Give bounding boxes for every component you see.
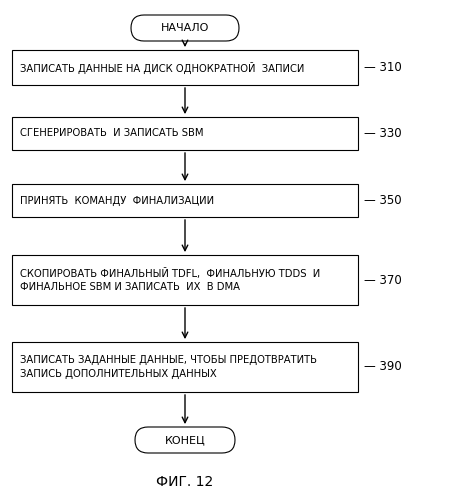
Text: — 310: — 310 [364, 61, 402, 74]
Text: — 390: — 390 [364, 360, 402, 374]
Text: ФИГ. 12: ФИГ. 12 [157, 475, 214, 489]
Bar [12, 50, 358, 85]
Bar [12, 117, 358, 150]
Text: КОНЕЦ: КОНЕЦ [165, 435, 205, 445]
FancyBboxPatch shape [135, 427, 235, 453]
Text: СКОПИРОВАТЬ ФИНАЛЬНЫЙ TDFL,  ФИНАЛЬНУЮ TDDS  И
ФИНАЛЬНОЕ SBM И ЗАПИСАТЬ  ИХ  В D: СКОПИРОВАТЬ ФИНАЛЬНЫЙ TDFL, ФИНАЛЬНУЮ TD… [20, 268, 320, 292]
Text: ЗАПИСАТЬ ЗАДАННЫЕ ДАННЫЕ, ЧТОБЫ ПРЕДОТВРАТИТЬ
ЗАПИСЬ ДОПОЛНИТЕЛЬНЫХ ДАННЫХ: ЗАПИСАТЬ ЗАДАННЫЕ ДАННЫЕ, ЧТОБЫ ПРЕДОТВР… [20, 356, 317, 378]
Text: ПРИНЯТЬ  КОМАНДУ  ФИНАЛИЗАЦИИ: ПРИНЯТЬ КОМАНДУ ФИНАЛИЗАЦИИ [20, 196, 214, 205]
Text: — 330: — 330 [364, 127, 401, 140]
Text: — 350: — 350 [364, 194, 401, 207]
Bar [12, 184, 358, 217]
FancyBboxPatch shape [131, 15, 239, 41]
Text: — 370: — 370 [364, 274, 402, 286]
Bar [12, 342, 358, 392]
Text: СГЕНЕРИРОВАТЬ  И ЗАПИСАТЬ SBM: СГЕНЕРИРОВАТЬ И ЗАПИСАТЬ SBM [20, 128, 203, 138]
Text: НАЧАЛО: НАЧАЛО [161, 23, 209, 33]
Text: ЗАПИСАТЬ ДАННЫЕ НА ДИСК ОДНОКРАТНОЙ  ЗАПИСИ: ЗАПИСАТЬ ДАННЫЕ НА ДИСК ОДНОКРАТНОЙ ЗАПИ… [20, 62, 304, 74]
Bar [12, 255, 358, 305]
